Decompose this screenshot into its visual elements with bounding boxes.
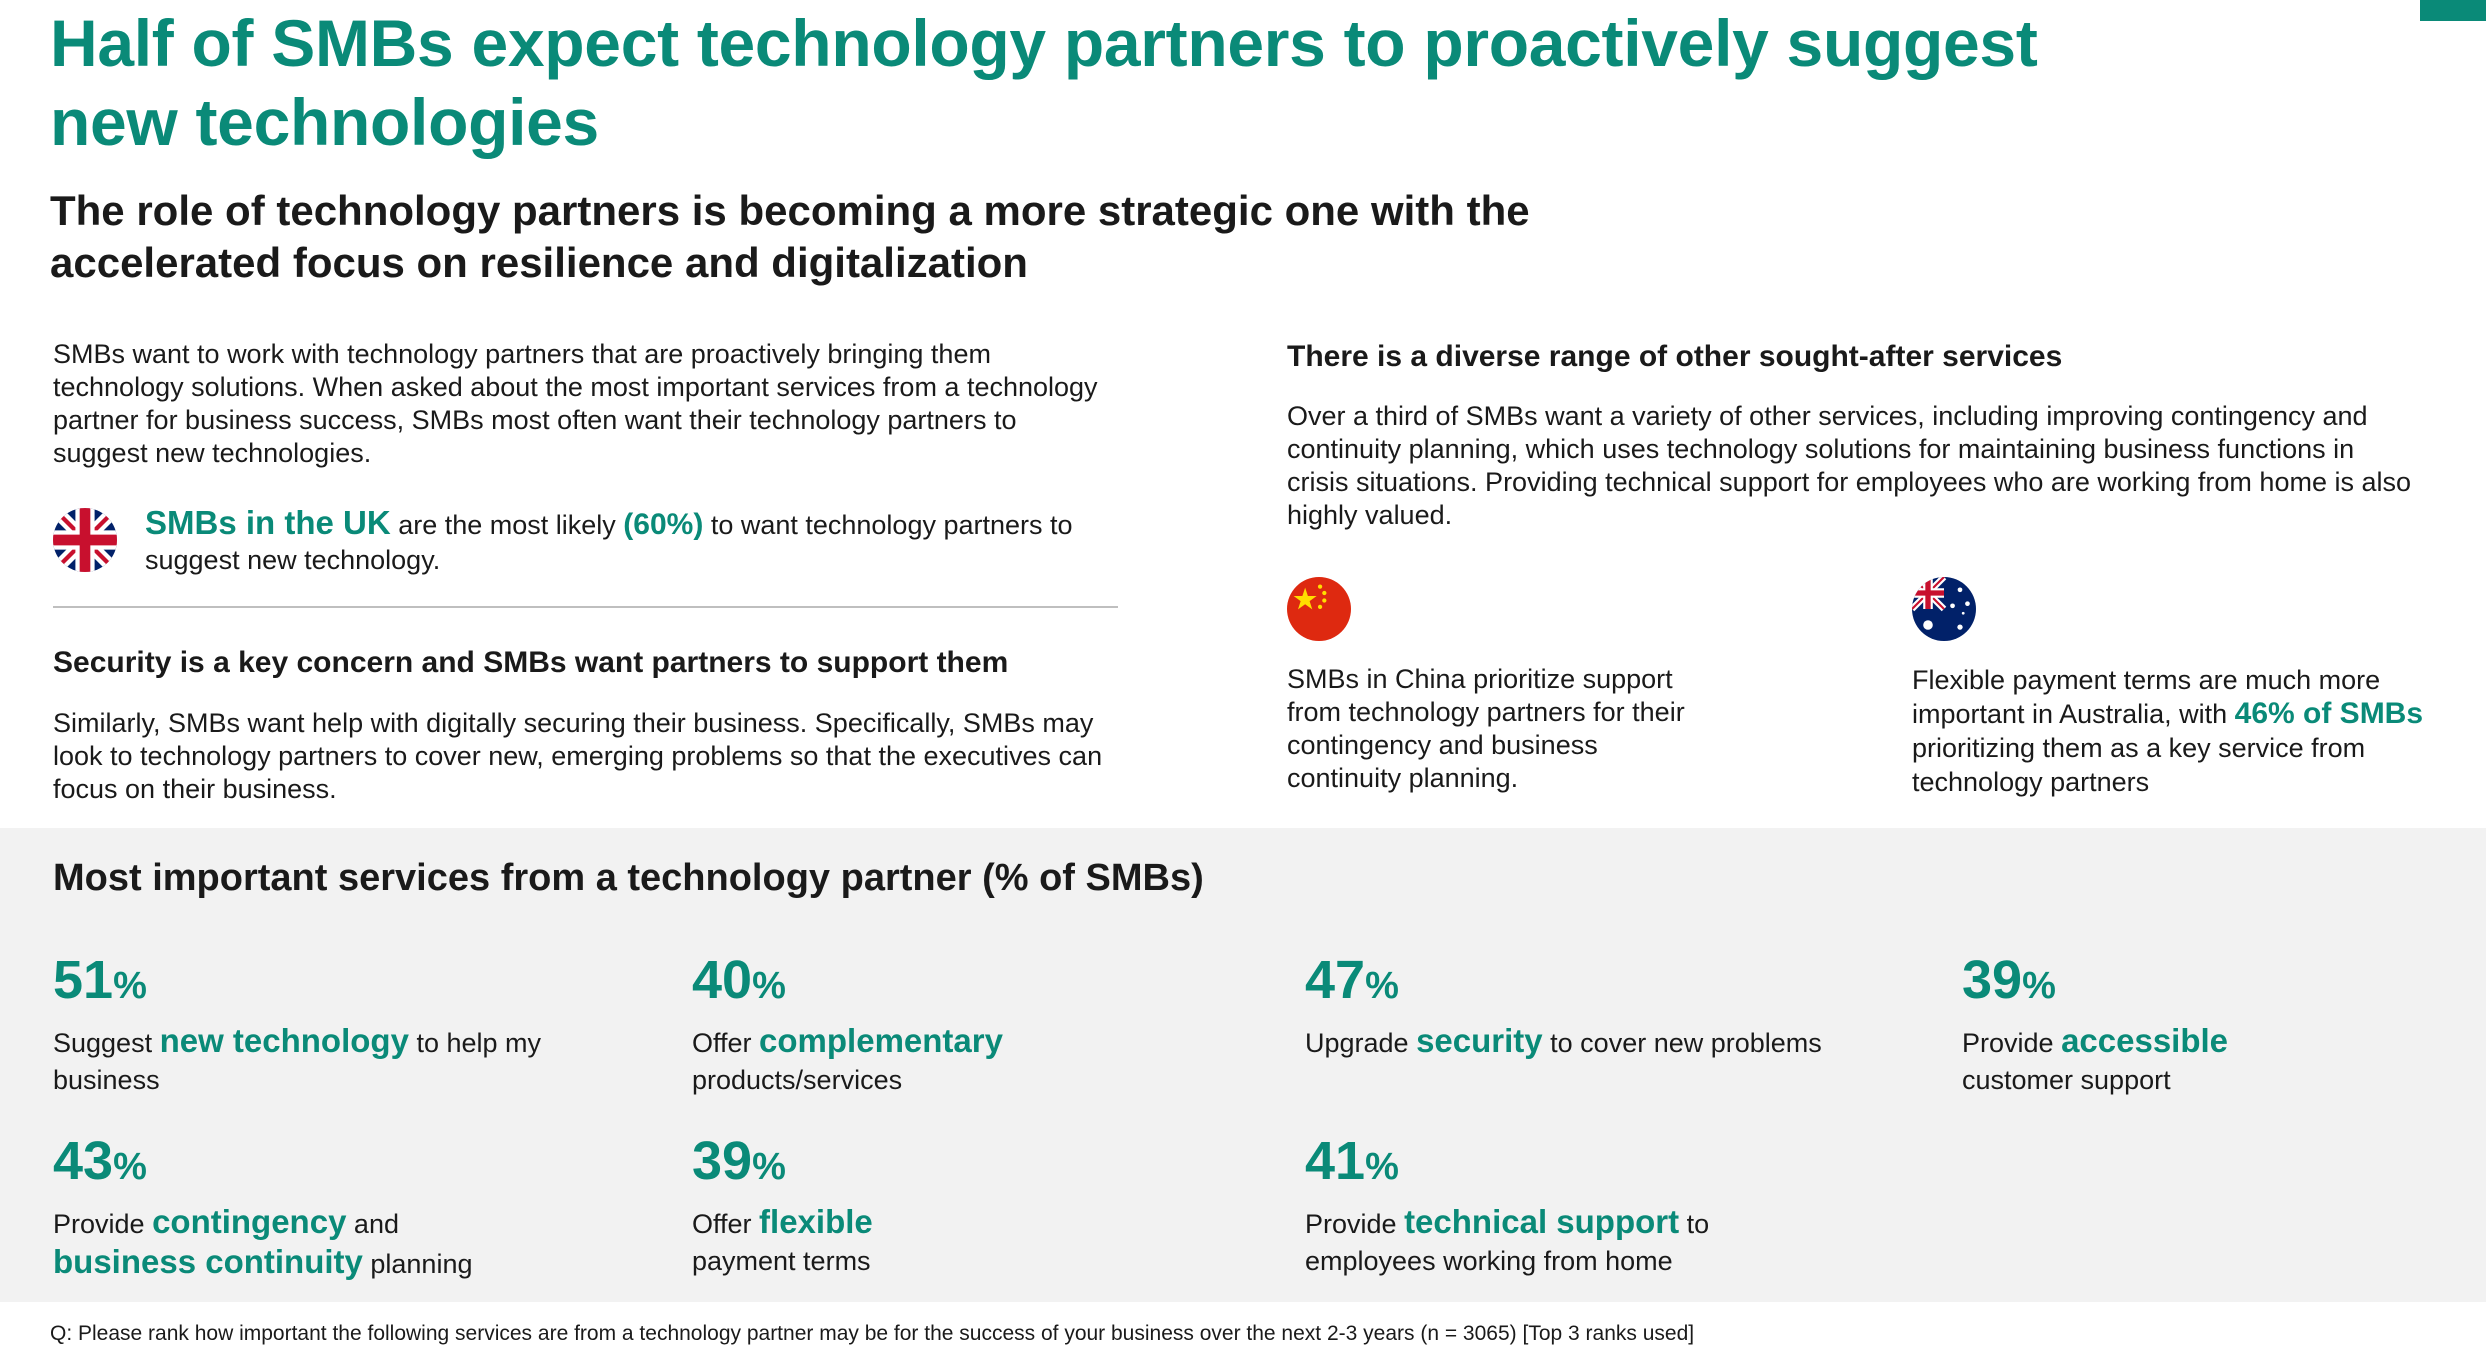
stat-number: 43 bbox=[53, 1131, 114, 1191]
stat-unit: % bbox=[752, 1146, 786, 1188]
uk-text-mid: are the most likely bbox=[390, 510, 624, 540]
intro-paragraph: SMBs want to work with technology partne… bbox=[53, 339, 1098, 468]
diverse-services-body: Over a third of SMBs want a variety of o… bbox=[1287, 401, 2411, 530]
uk-callout-text: SMBs in the UK are the most likely (60%)… bbox=[145, 505, 1125, 578]
stat-keyword: complementary bbox=[759, 1022, 1003, 1059]
uk-flag-icon bbox=[53, 508, 117, 572]
stat-keyword: new technology bbox=[159, 1022, 409, 1059]
stat-value: 39% bbox=[692, 1131, 1252, 1197]
page-title: Half of SMBs expect technology partners … bbox=[50, 6, 2038, 159]
uk-text-tail: to want technology partners to suggest n… bbox=[145, 510, 1073, 575]
stat-keyword: contingency bbox=[152, 1203, 347, 1240]
stat-description: Provide accessible customer support bbox=[1962, 1022, 2229, 1095]
services-panel-title: Most important services from a technolog… bbox=[53, 857, 1204, 899]
stat-unit: % bbox=[113, 965, 147, 1007]
stat-description: Offer complementary products/services bbox=[692, 1022, 1003, 1095]
australia-text-lead: Flexible payment terms are much more imp… bbox=[1912, 665, 2381, 729]
uk-percent: (60%) bbox=[623, 508, 704, 541]
corner-accent-tab bbox=[2420, 0, 2486, 21]
australia-text-tail: prioritizing them as a key service from … bbox=[1912, 733, 2366, 797]
stat-value: 43% bbox=[53, 1131, 613, 1197]
uk-highlight: SMBs in the UK bbox=[145, 504, 391, 541]
stat-flexible: 39% Offer flexible payment terms bbox=[692, 1131, 1252, 1280]
page-subtitle: The role of technology partners is becom… bbox=[50, 187, 1530, 286]
stat-value: 41% bbox=[1305, 1131, 1825, 1197]
stat-value: 39% bbox=[1962, 950, 2462, 1016]
stat-number: 39 bbox=[1962, 950, 2023, 1010]
stat-number: 51 bbox=[53, 950, 114, 1010]
footnote: Q: Please rank how important the followi… bbox=[50, 1322, 1695, 1345]
stat-description: Upgrade security to cover new problems bbox=[1305, 1022, 1822, 1059]
stat-description: Offer flexible payment terms bbox=[692, 1203, 873, 1276]
diverse-services-heading: There is a diverse range of other sought… bbox=[1287, 340, 2063, 373]
stat-description: Provide contingency and business continu… bbox=[53, 1203, 473, 1280]
china-callout: SMBs in China prioritize support from te… bbox=[1287, 664, 1685, 793]
stat-description: Suggest new technology to help my busine… bbox=[53, 1022, 541, 1095]
stat-number: 41 bbox=[1305, 1131, 1366, 1191]
security-body: Similarly, SMBs want help with digitally… bbox=[53, 708, 1103, 804]
stat-value: 40% bbox=[692, 950, 1252, 1016]
stat-accessible: 39% Provide accessible customer support bbox=[1962, 950, 2462, 1099]
china-flag-icon bbox=[1287, 577, 1351, 641]
uk-callout: SMBs in the UK are the most likely (60%)… bbox=[53, 505, 1133, 585]
stat-number: 39 bbox=[692, 1131, 753, 1191]
stat-description: Provide technical support to employees w… bbox=[1305, 1203, 1710, 1276]
stat-keyword: technical support bbox=[1404, 1203, 1680, 1240]
stat-unit: % bbox=[752, 965, 786, 1007]
stat-technical-support: 41% Provide technical support to employe… bbox=[1305, 1131, 1825, 1280]
stat-value: 47% bbox=[1305, 950, 1865, 1016]
stat-new-technology: 51% Suggest new technology to help my bu… bbox=[53, 950, 613, 1099]
stat-keyword: accessible bbox=[2061, 1022, 2229, 1059]
stat-keyword-2: business continuity bbox=[53, 1243, 363, 1280]
stat-unit: % bbox=[1365, 965, 1399, 1007]
stat-contingency: 43% Provide contingency and business con… bbox=[53, 1131, 613, 1283]
australia-flag-icon bbox=[1912, 577, 1976, 641]
stat-security: 47% Upgrade security to cover new proble… bbox=[1305, 950, 1865, 1062]
services-panel bbox=[0, 828, 2486, 1302]
stat-keyword: security bbox=[1416, 1022, 1543, 1059]
stat-unit: % bbox=[2022, 965, 2056, 1007]
stat-value: 51% bbox=[53, 950, 613, 1016]
stat-unit: % bbox=[113, 1146, 147, 1188]
stat-complementary: 40% Offer complementary products/service… bbox=[692, 950, 1252, 1099]
australia-highlight: 46% of SMBs bbox=[2234, 697, 2424, 730]
security-heading: Security is a key concern and SMBs want … bbox=[53, 646, 1009, 679]
australia-callout: Flexible payment terms are much more imp… bbox=[1912, 663, 2472, 799]
stat-keyword: flexible bbox=[759, 1203, 873, 1240]
section-divider bbox=[53, 606, 1118, 608]
stat-number: 47 bbox=[1305, 950, 1366, 1010]
stat-number: 40 bbox=[692, 950, 753, 1010]
stat-unit: % bbox=[1365, 1146, 1399, 1188]
